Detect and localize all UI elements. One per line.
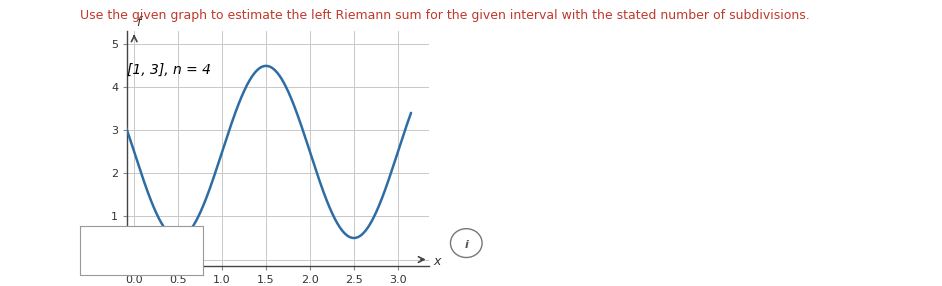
Text: [1, 3], n = 4: [1, 3], n = 4 [127,63,211,77]
Text: i: i [464,240,468,250]
Text: x: x [433,255,440,268]
Text: Use the given graph to estimate the left Riemann sum for the given interval with: Use the given graph to estimate the left… [80,9,810,21]
Text: f: f [137,16,140,29]
